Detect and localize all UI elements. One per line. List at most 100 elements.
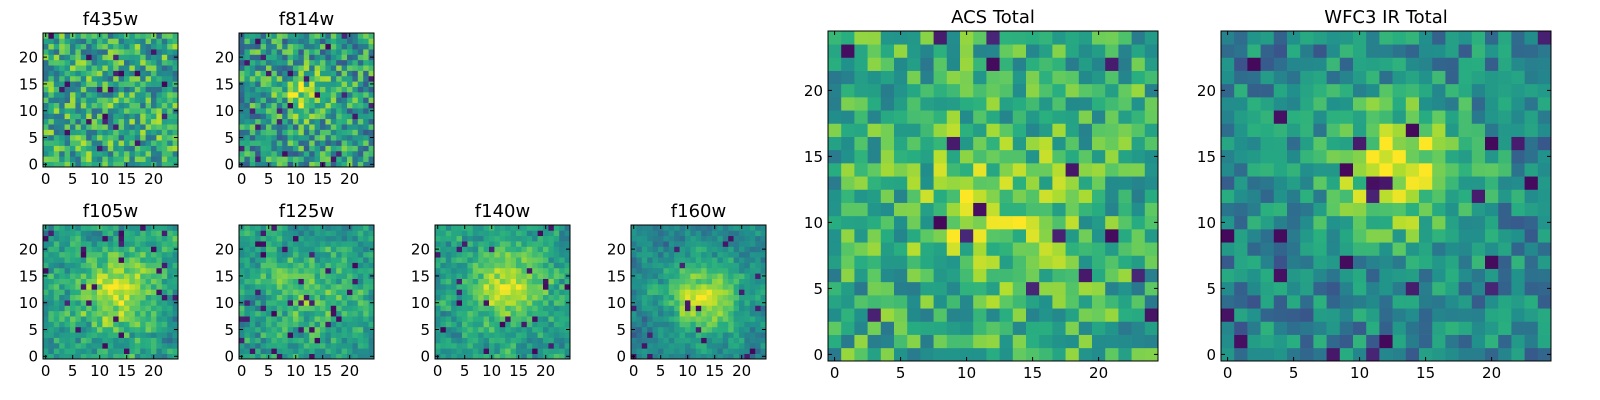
heatmap-cell	[347, 129, 353, 136]
heatmap-cell	[330, 332, 337, 338]
heatmap-cell	[145, 43, 152, 50]
heatmap-cell	[1065, 295, 1080, 309]
heatmap-cell	[161, 49, 168, 55]
heatmap-cell	[336, 113, 342, 120]
heatmap-cell	[97, 145, 103, 152]
heatmap-cell	[48, 283, 55, 290]
heatmap-cell	[129, 75, 136, 82]
heatmap-cell	[309, 81, 315, 87]
heatmap-cell	[314, 134, 321, 141]
heatmap-cell	[1221, 347, 1235, 362]
heatmap-cell	[271, 251, 278, 258]
heatmap-cell	[1419, 176, 1433, 190]
heatmap-cell	[129, 353, 136, 360]
heatmap-cell	[679, 262, 686, 269]
heatmap-cell	[91, 316, 98, 322]
heatmap-cell	[1313, 176, 1327, 190]
heatmap-cell	[445, 305, 452, 312]
heatmap-cell	[1471, 163, 1486, 177]
heatmap-cell	[516, 294, 522, 301]
heatmap-cell	[48, 140, 55, 146]
heatmap-cell	[744, 235, 751, 242]
heatmap-cell	[287, 113, 294, 120]
heatmap-cell	[695, 321, 702, 328]
heatmap-cell	[1379, 281, 1393, 296]
heatmap-cell	[86, 342, 92, 349]
heatmap-cell	[467, 316, 474, 322]
heatmap-cell	[755, 348, 761, 354]
heatmap-cell	[494, 273, 501, 279]
heatmap-cell	[663, 316, 670, 322]
heatmap-cell	[363, 75, 369, 82]
heatmap-cell	[1065, 229, 1080, 243]
heatmap-cell	[239, 342, 245, 349]
heatmap-cell	[320, 54, 326, 61]
heatmap-cell	[483, 316, 490, 322]
heatmap-cells	[43, 33, 179, 168]
heatmap-cell	[134, 91, 141, 98]
heatmap-cell	[1118, 123, 1132, 137]
heatmap-cell	[249, 251, 256, 258]
heatmap-cell	[91, 278, 98, 285]
heatmap-cell	[255, 65, 261, 71]
heatmap-cell	[134, 161, 141, 168]
heatmap-cell	[685, 273, 691, 279]
heatmap-cell	[107, 75, 114, 82]
heatmap-cell	[499, 235, 506, 242]
heatmap-cell	[129, 230, 136, 237]
heatmap-cell	[352, 267, 359, 274]
heatmap-cell	[1379, 255, 1393, 269]
heatmap-cell	[717, 321, 724, 328]
heatmap-cell	[357, 246, 364, 253]
heatmap-cell	[97, 49, 103, 55]
heatmap-cell	[97, 289, 103, 296]
heatmap-cell	[303, 156, 310, 162]
heatmap-cell	[1287, 281, 1301, 296]
heatmap-cell	[1105, 308, 1119, 322]
heatmap-cell	[75, 353, 82, 360]
heatmap-cell	[854, 255, 868, 269]
heatmap-cell	[440, 348, 447, 354]
heatmap-cell	[249, 332, 256, 338]
heatmap-cell	[314, 348, 321, 354]
heatmap-cell	[102, 337, 109, 344]
heatmap-cell	[64, 289, 71, 296]
heatmap-cell	[494, 342, 501, 349]
heatmap-cell	[451, 267, 457, 274]
heatmap-cell	[946, 321, 961, 335]
heatmap-cell	[1026, 110, 1040, 124]
heatmap-cell	[1065, 83, 1080, 98]
heatmap-cell	[652, 353, 659, 360]
heatmap-cell	[43, 262, 49, 269]
heatmap-cell	[674, 348, 680, 354]
heatmap-cell	[124, 43, 130, 50]
heatmap-cell	[505, 283, 511, 290]
heatmap-cell	[760, 241, 767, 247]
heatmap-cell	[282, 348, 288, 354]
heatmap-cell	[43, 332, 49, 338]
heatmap-cell	[828, 97, 842, 111]
heatmap-cell	[1485, 295, 1499, 309]
heatmap-cell	[854, 176, 868, 190]
heatmap-cell	[97, 81, 103, 87]
heatmap-cell	[472, 278, 479, 285]
heatmap-cell	[161, 150, 168, 157]
heatmap-cell	[341, 241, 348, 247]
heatmap-cell	[553, 225, 560, 231]
heatmap-cell	[167, 294, 173, 301]
heatmap-cell	[532, 326, 538, 333]
heatmap-cell	[70, 289, 76, 296]
heatmap-cell	[48, 38, 55, 45]
heatmap-cell	[86, 65, 92, 71]
y-tick-label: 10	[215, 294, 234, 312]
heatmap-cell	[97, 241, 103, 247]
heatmap-cell	[946, 83, 961, 98]
heatmap-cell	[336, 267, 342, 274]
heatmap-cell	[255, 267, 261, 274]
heatmap-cell	[309, 353, 315, 360]
heatmap-cell	[341, 257, 348, 263]
heatmap-cell	[1234, 176, 1248, 190]
heatmap-cell	[712, 337, 718, 344]
heatmap-cell	[151, 118, 157, 125]
